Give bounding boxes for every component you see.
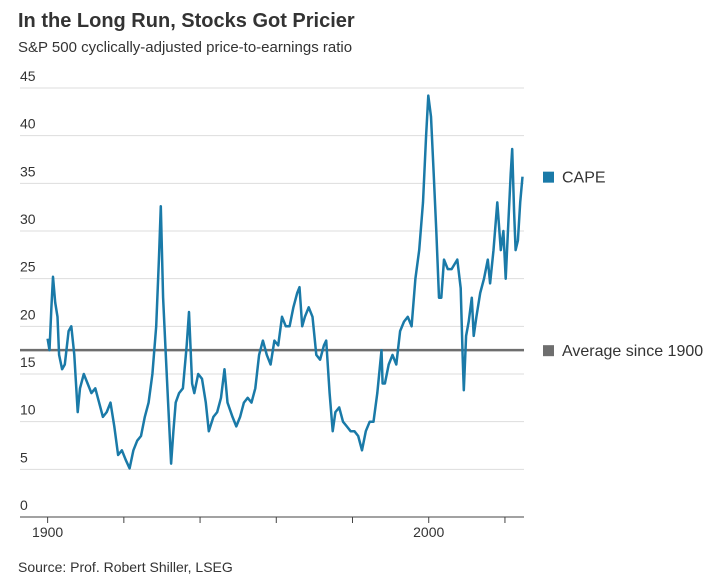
cape-line [46, 94, 524, 470]
legend-swatch [543, 345, 554, 357]
y-tick-label: 10 [20, 402, 36, 418]
chart-subtitle: S&P 500 cyclically-adjusted price-to-ear… [18, 39, 352, 56]
x-tick-label: 1900 [32, 524, 63, 540]
legend-label: CAPE [562, 170, 606, 187]
x-tick-label: 2000 [413, 524, 444, 540]
y-tick-label: 15 [20, 354, 36, 370]
y-tick-label: 5 [20, 449, 28, 465]
y-tick-label: 25 [20, 259, 36, 275]
legend-swatch [543, 171, 554, 183]
y-tick-label: 40 [20, 116, 36, 132]
y-tick-label: 45 [20, 68, 36, 84]
source: Source: Prof. Robert Shiller, LSEG [18, 559, 233, 575]
y-tick-label: 0 [20, 497, 28, 513]
chart-title: In the Long Run, Stocks Got Pricier [18, 10, 355, 32]
y-tick-label: 20 [20, 306, 36, 322]
y-tick-label: 35 [20, 163, 36, 179]
legend-label: Average since 1900 [562, 343, 703, 360]
y-tick-label: 30 [20, 211, 36, 227]
